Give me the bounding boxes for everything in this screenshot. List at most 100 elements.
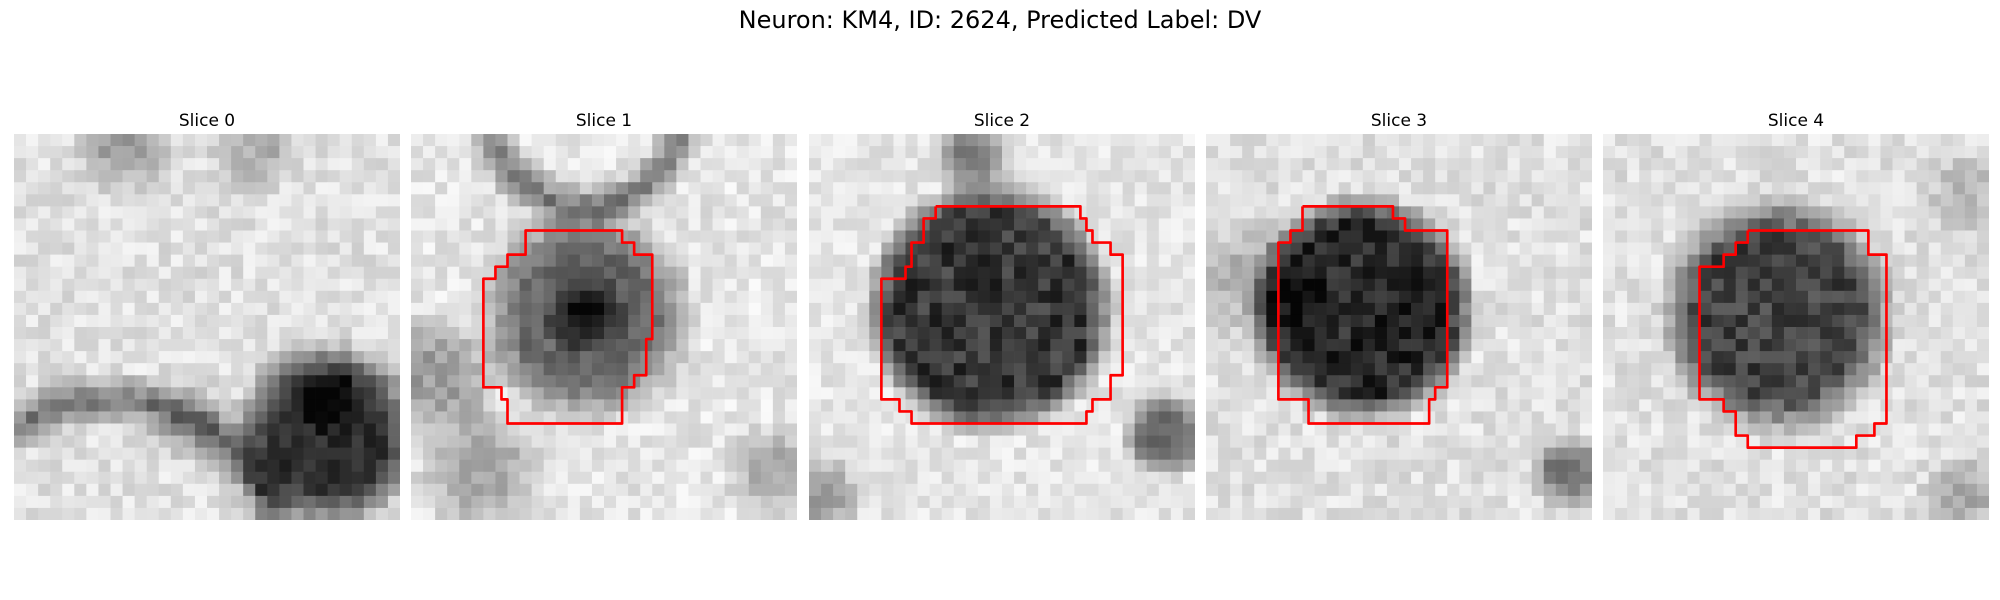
image-pixel (857, 507, 870, 520)
image-pixel (941, 459, 955, 473)
image-pixel (821, 459, 834, 473)
image-pixel (1928, 242, 1942, 255)
image-pixel (483, 375, 496, 388)
image-pixel (1735, 314, 1749, 328)
image-pixel (1796, 435, 1809, 448)
image-pixel (1266, 266, 1279, 280)
image-pixel (1098, 375, 1111, 388)
image-pixel (1976, 230, 1989, 243)
image-pixel (1146, 387, 1160, 400)
image-pixel (339, 339, 353, 352)
image-pixel (881, 194, 894, 207)
image-pixel (122, 435, 135, 448)
image-pixel (905, 290, 918, 304)
image-pixel (1134, 146, 1148, 159)
image-pixel (98, 302, 111, 316)
image-pixel (243, 266, 256, 280)
image-pixel (279, 447, 292, 461)
image-pixel (1326, 411, 1340, 424)
image-pixel (1026, 182, 1039, 195)
image-pixel (291, 423, 304, 436)
image-pixel (1254, 459, 1267, 473)
image-pixel (1976, 423, 1989, 436)
image-pixel (14, 182, 27, 195)
image-pixel (700, 146, 713, 159)
image-pixel (1892, 399, 1905, 412)
image-pixel (579, 194, 593, 207)
image-pixel (1976, 314, 1989, 328)
image-pixel (327, 471, 341, 485)
image-pixel (965, 459, 979, 473)
image-pixel (1723, 206, 1737, 219)
image-pixel (1820, 327, 1833, 340)
image-pixel (158, 363, 172, 376)
image-pixel (1230, 375, 1243, 388)
image-pixel (327, 230, 341, 243)
image-pixel (1134, 194, 1148, 207)
image-pixel (555, 351, 569, 364)
image-pixel (881, 423, 894, 436)
image-pixel (1687, 375, 1700, 388)
image-pixel (38, 206, 51, 219)
image-pixel (1579, 411, 1592, 424)
image-pixel (1663, 206, 1676, 219)
image-pixel (905, 170, 918, 183)
image-pixel (628, 339, 641, 352)
image-pixel (50, 351, 63, 364)
image-pixel (291, 134, 304, 147)
image-pixel (303, 471, 316, 485)
image-pixel (1639, 230, 1652, 243)
image-pixel (255, 447, 268, 461)
figure-title: Neuron: KM4, ID: 2624, Predicted Label: … (738, 6, 1262, 34)
image-pixel (38, 387, 51, 400)
image-pixel (495, 363, 508, 376)
image-pixel (772, 266, 786, 280)
image-pixel (1411, 254, 1424, 268)
image-pixel (411, 423, 424, 436)
image-pixel (1663, 302, 1676, 316)
image-pixel (1663, 254, 1676, 268)
image-pixel (1603, 158, 1616, 171)
image-pixel (1435, 399, 1448, 412)
image-pixel (1254, 339, 1267, 352)
image-pixel (1170, 182, 1184, 195)
image-pixel (182, 146, 196, 159)
image-pixel (110, 387, 123, 400)
image-pixel (26, 230, 39, 243)
image-pixel (1338, 471, 1352, 485)
image-pixel (1218, 146, 1231, 159)
image-pixel (1952, 339, 1966, 352)
image-pixel (194, 411, 208, 424)
image-pixel (1507, 194, 1520, 207)
image-pixel (122, 507, 135, 520)
image-pixel (62, 363, 75, 376)
image-pixel (1218, 206, 1231, 219)
image-pixel (579, 242, 593, 255)
image-pixel (1050, 387, 1063, 400)
image-pixel (1002, 363, 1015, 376)
image-pixel (447, 170, 460, 183)
image-pixel (243, 435, 256, 448)
image-pixel (1386, 327, 1400, 340)
image-pixel (303, 146, 316, 159)
image-pixel (74, 411, 87, 424)
image-pixel (1350, 495, 1364, 509)
image-pixel (1964, 435, 1978, 448)
image-pixel (1711, 459, 1724, 473)
image-pixel (1868, 218, 1881, 231)
image-pixel (1868, 411, 1881, 424)
image-pixel (1423, 363, 1436, 376)
image-pixel (965, 194, 979, 207)
image-pixel (1459, 134, 1472, 147)
image-pixel (809, 399, 822, 412)
image-pixel (712, 459, 725, 473)
image-pixel (1940, 327, 1954, 340)
image-pixel (1483, 399, 1496, 412)
image-pixel (1904, 411, 1917, 424)
image-pixel (339, 399, 353, 412)
image-pixel (1435, 327, 1448, 340)
image-pixel (1423, 242, 1436, 255)
image-pixel (50, 459, 63, 473)
image-pixel (1338, 266, 1352, 280)
image-pixel (483, 399, 496, 412)
